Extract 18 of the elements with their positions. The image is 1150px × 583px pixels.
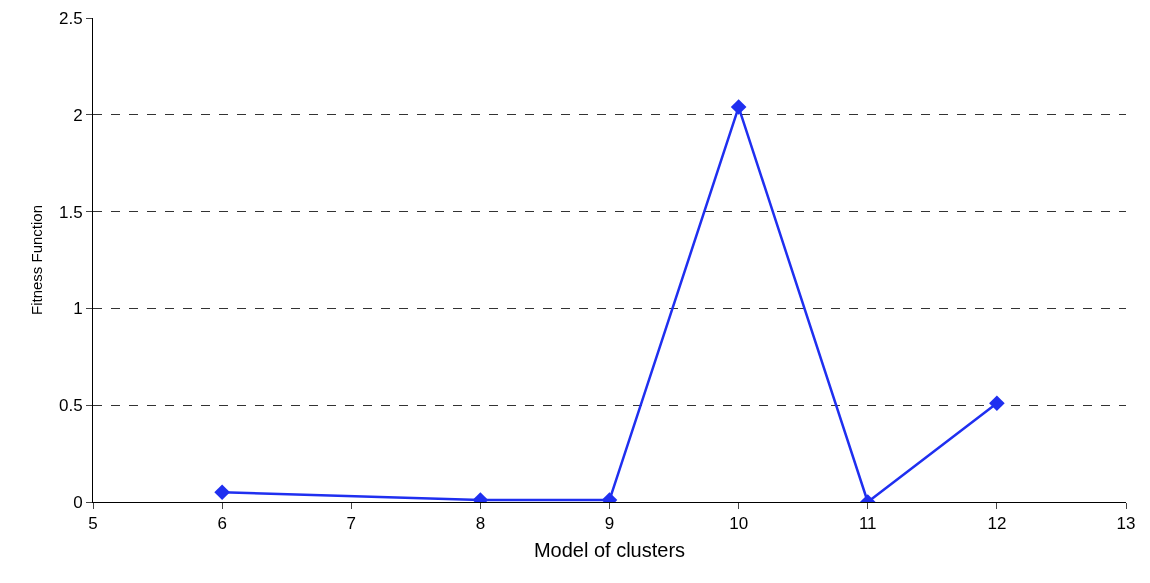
- y-tick-label: 1.5: [58, 202, 83, 222]
- x-tick-label: 11: [858, 514, 877, 534]
- y-tick-label: 0: [73, 492, 83, 512]
- y-axis-title: Fitness Function: [28, 204, 46, 316]
- y-tick-label: 2.5: [58, 8, 83, 28]
- x-tick-label: 9: [604, 514, 615, 534]
- x-tick-label: 7: [346, 514, 356, 534]
- y-tick-label: 2: [73, 105, 83, 125]
- x-axis-title: Model of clusters: [533, 538, 686, 561]
- x-tick-label: 6: [217, 514, 227, 534]
- point: [730, 99, 747, 115]
- x-tick-label: 13: [1116, 514, 1136, 534]
- x-tick-label: 5: [88, 514, 98, 534]
- x-tick-label: 12: [987, 514, 1007, 534]
- y-tick-label: 0.5: [58, 396, 83, 416]
- x-tick-label: 8: [475, 514, 486, 534]
- x-tick-label: 10: [729, 514, 749, 534]
- y-tick-label: 1: [73, 299, 83, 319]
